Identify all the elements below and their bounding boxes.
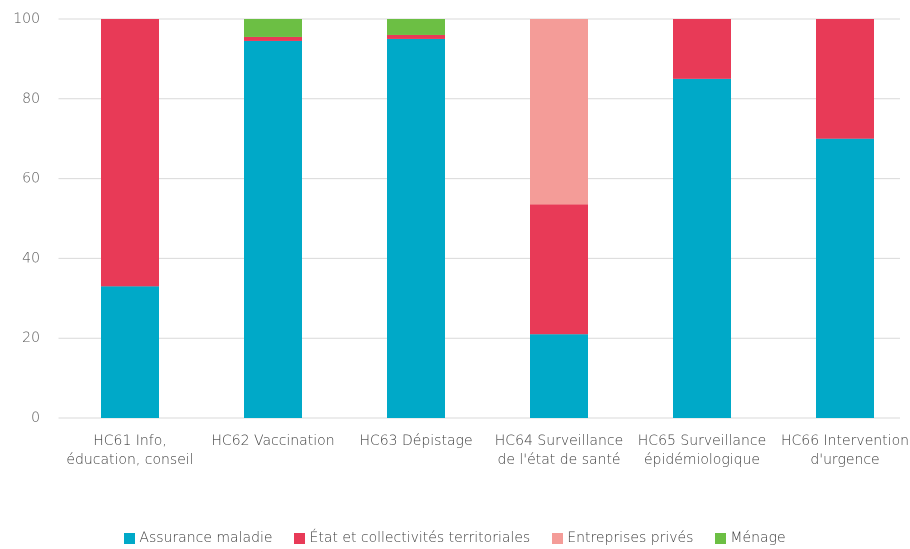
y-tick-label: 60 bbox=[22, 171, 40, 187]
x-tick-label: HC65 Surveillance épidémiologique bbox=[637, 433, 767, 468]
y-tick-label: 20 bbox=[22, 330, 40, 346]
bar-segment bbox=[816, 138, 874, 418]
x-tick-label: HC64 Surveillance de l'état de santé bbox=[494, 433, 624, 468]
legend-item: État et collectivités territoriales bbox=[294, 530, 530, 546]
bar-segment bbox=[816, 19, 874, 139]
legend-item: Assurance maladie bbox=[124, 530, 272, 546]
legend: Assurance maladie État et collectivités t… bbox=[0, 530, 910, 546]
bar-segment bbox=[244, 19, 302, 37]
plot: 0 20 40 60 80 100 bbox=[13, 11, 900, 426]
y-tick-label: 80 bbox=[22, 91, 40, 107]
x-tick-label: HC62 Vaccination bbox=[211, 433, 335, 449]
bar-segment bbox=[387, 38, 445, 418]
legend-label: Assurance maladie bbox=[139, 530, 273, 546]
x-tick-label: HC63 Dépistage bbox=[359, 433, 473, 449]
bar-segment bbox=[673, 19, 731, 79]
legend-swatch bbox=[552, 532, 564, 544]
x-tick-label: HC61 Info, éducation, conseil bbox=[66, 433, 194, 468]
legend-item: Ménage bbox=[715, 530, 786, 546]
y-tick-label: 40 bbox=[22, 250, 40, 266]
bar-segment bbox=[244, 36, 302, 41]
bar-segment bbox=[244, 40, 302, 418]
legend-label: État et collectivités territoriales bbox=[309, 530, 531, 546]
legend-label: Entreprises privés bbox=[567, 530, 694, 546]
y-tick-label: 100 bbox=[13, 11, 40, 27]
bar-segment bbox=[673, 78, 731, 418]
y-tick-label: 0 bbox=[31, 410, 40, 426]
x-tick-label: HC66 Intervention d'urgence bbox=[780, 433, 910, 468]
bar-segment bbox=[101, 19, 159, 287]
legend-swatch bbox=[124, 532, 136, 544]
bar-segment bbox=[530, 204, 588, 335]
legend-label: Ménage bbox=[730, 530, 786, 546]
bar-segment bbox=[387, 19, 445, 35]
bar-segment bbox=[530, 19, 588, 205]
bar-segment bbox=[530, 334, 588, 418]
bar-segment bbox=[387, 34, 445, 39]
legend-swatch bbox=[294, 532, 306, 544]
legend-swatch bbox=[715, 532, 727, 544]
bar-segment bbox=[101, 286, 159, 418]
legend-item: Entreprises privés bbox=[552, 530, 693, 546]
